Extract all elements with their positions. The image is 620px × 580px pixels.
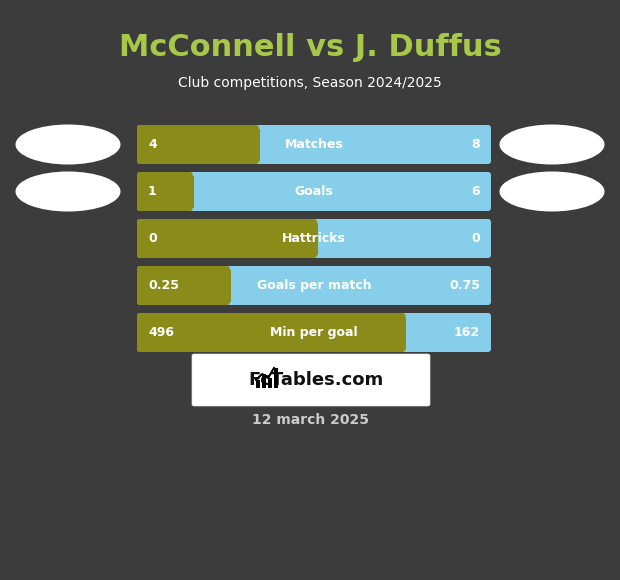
Bar — [184, 176, 194, 208]
Ellipse shape — [500, 125, 604, 165]
Text: Min per goal: Min per goal — [270, 326, 358, 339]
Text: 496: 496 — [148, 326, 174, 339]
Text: 12 march 2025: 12 march 2025 — [252, 413, 368, 427]
Text: 0.25: 0.25 — [148, 279, 179, 292]
Bar — [308, 223, 318, 255]
Bar — [250, 129, 260, 161]
Text: 4: 4 — [148, 138, 157, 151]
Text: 162: 162 — [454, 326, 480, 339]
Bar — [262, 374, 266, 388]
Text: 0: 0 — [471, 232, 480, 245]
FancyBboxPatch shape — [137, 219, 491, 258]
FancyBboxPatch shape — [137, 125, 491, 164]
Bar — [396, 317, 406, 349]
Text: 0.75: 0.75 — [449, 279, 480, 292]
Text: McConnell vs J. Duffus: McConnell vs J. Duffus — [118, 34, 502, 63]
Bar — [221, 270, 231, 302]
Ellipse shape — [500, 172, 604, 212]
Text: Matches: Matches — [285, 138, 343, 151]
Bar — [256, 380, 260, 388]
Text: 1: 1 — [148, 185, 157, 198]
FancyBboxPatch shape — [137, 313, 491, 352]
FancyBboxPatch shape — [137, 266, 230, 305]
FancyBboxPatch shape — [192, 354, 430, 406]
FancyBboxPatch shape — [137, 313, 405, 352]
FancyBboxPatch shape — [137, 266, 491, 305]
Bar — [268, 378, 272, 388]
Text: Hattricks: Hattricks — [282, 232, 346, 245]
Ellipse shape — [16, 172, 120, 212]
Text: 0: 0 — [148, 232, 157, 245]
Text: Goals: Goals — [294, 185, 334, 198]
Text: 8: 8 — [471, 138, 480, 151]
Text: Club competitions, Season 2024/2025: Club competitions, Season 2024/2025 — [178, 76, 442, 90]
Ellipse shape — [16, 125, 120, 165]
Bar — [274, 368, 278, 388]
FancyBboxPatch shape — [137, 172, 193, 211]
Text: Goals per match: Goals per match — [257, 279, 371, 292]
Text: FcTables.com: FcTables.com — [249, 371, 384, 389]
FancyBboxPatch shape — [137, 172, 491, 211]
FancyBboxPatch shape — [137, 125, 259, 164]
FancyBboxPatch shape — [137, 219, 317, 258]
Text: 6: 6 — [471, 185, 480, 198]
